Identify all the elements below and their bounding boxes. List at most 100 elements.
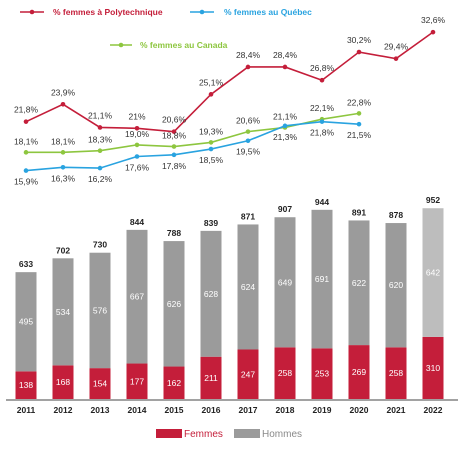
line-point-label: 22,8% xyxy=(347,97,372,107)
line-point xyxy=(171,144,177,149)
bar-femmes xyxy=(311,348,333,399)
line-point-label: 19,5% xyxy=(236,147,261,157)
bar-total-label: 944 xyxy=(315,197,329,207)
bar-femmes-label: 310 xyxy=(426,363,440,373)
line-point-label: 28,4% xyxy=(236,50,261,60)
line-point-label: 28,4% xyxy=(273,50,298,60)
x-tick-label: 2015 xyxy=(165,405,184,415)
line-0 xyxy=(25,31,434,133)
bar-hommes xyxy=(274,217,296,348)
bar-femmes-label: 177 xyxy=(130,376,144,386)
line-point-label: 18,8% xyxy=(162,131,187,141)
line-point xyxy=(97,165,103,171)
line-point-label: 16,3% xyxy=(51,173,76,183)
line-point-label: 17,6% xyxy=(125,162,150,172)
bar-total-label: 844 xyxy=(130,217,144,227)
line-point xyxy=(282,123,288,129)
line-point-label: 21,3% xyxy=(273,132,298,142)
x-tick-label: 2013 xyxy=(91,405,110,415)
bar-hommes-label: 628 xyxy=(204,289,218,299)
bar-femmes-label: 211 xyxy=(204,373,218,383)
line-point-label: 21,1% xyxy=(88,110,113,120)
line-point xyxy=(60,150,66,155)
bar-hommes-label: 691 xyxy=(315,274,329,284)
bar-hommes xyxy=(422,208,444,337)
bar-hommes xyxy=(237,224,259,350)
bar-hommes-label: 649 xyxy=(278,277,292,287)
bar-hommes xyxy=(200,230,222,357)
line-point-label: 18,1% xyxy=(51,136,76,146)
bar-total-label: 907 xyxy=(278,204,292,214)
x-tick-label: 2016 xyxy=(202,405,221,415)
line-point-label: 23,9% xyxy=(51,87,76,97)
line-point xyxy=(208,140,214,145)
line-point xyxy=(23,150,29,155)
bar-hommes-label: 620 xyxy=(389,280,403,290)
x-tick-label: 2018 xyxy=(276,405,295,415)
bar-total-label: 788 xyxy=(167,228,181,238)
line-point xyxy=(23,168,29,173)
bar-total-label: 839 xyxy=(204,218,218,228)
x-tick-label: 2022 xyxy=(424,405,443,415)
line-point xyxy=(97,148,103,153)
legend-label: % femmes au Canada xyxy=(140,40,228,50)
line-point-label: 21,1% xyxy=(273,111,298,121)
x-tick-label: 2011 xyxy=(17,405,36,415)
line-point-label: 18,3% xyxy=(88,135,113,145)
line-point-label: 21,5% xyxy=(347,130,372,140)
x-tick-label: 2019 xyxy=(313,405,332,415)
bar-hommes-label: 624 xyxy=(241,282,255,292)
bar-hommes-label: 622 xyxy=(352,278,366,288)
line-point-label: 32,6% xyxy=(421,15,446,25)
legend-label: % femmes au Québec xyxy=(224,7,312,17)
bar-total-label: 730 xyxy=(93,240,107,250)
bar-femmes xyxy=(89,368,111,399)
line-point-label: 20,6% xyxy=(162,115,187,125)
line-point-label: 16,2% xyxy=(88,174,113,184)
legend-swatch-hommes xyxy=(234,429,260,438)
bar-femmes xyxy=(274,347,296,399)
bar-hommes-label: 495 xyxy=(19,317,33,327)
bar-femmes xyxy=(200,356,222,399)
line-point-label: 18,5% xyxy=(199,155,224,165)
line-point xyxy=(356,111,362,116)
bar-hommes xyxy=(126,229,148,364)
line-point-label: 15,9% xyxy=(14,177,39,187)
legend-label: % femmes à Polytechnique xyxy=(53,7,163,17)
x-tick-label: 2014 xyxy=(128,405,147,415)
bar-total-label: 871 xyxy=(241,211,255,221)
line-point xyxy=(23,119,29,124)
line-point-label: 25,1% xyxy=(199,77,224,87)
bar-hommes-label: 642 xyxy=(426,268,440,278)
line-point-label: 19,3% xyxy=(199,126,224,136)
x-tick-label: 2020 xyxy=(350,405,369,415)
line-point xyxy=(356,49,362,55)
line-point xyxy=(245,129,251,134)
bar-femmes-label: 138 xyxy=(19,380,33,390)
bar-femmes-label: 247 xyxy=(241,369,255,379)
bar-femmes xyxy=(15,371,37,399)
legend-swatch-femmes xyxy=(156,429,182,438)
line-point-label: 18,1% xyxy=(14,136,39,146)
bar-hommes xyxy=(163,241,185,367)
line-point xyxy=(282,64,288,70)
bar-femmes-label: 154 xyxy=(93,379,107,389)
bar-hommes-label: 626 xyxy=(167,299,181,309)
line-point xyxy=(134,142,140,148)
line-point xyxy=(393,56,399,61)
legend-label-femmes: Femmes xyxy=(184,429,223,440)
bar-total-label: 891 xyxy=(352,207,366,217)
line-point xyxy=(134,154,140,159)
line-point xyxy=(319,77,325,83)
bar-femmes xyxy=(422,336,444,399)
line-point xyxy=(245,64,251,70)
bar-total-label: 702 xyxy=(56,245,70,255)
line-point xyxy=(134,126,140,131)
line-point-label: 17,8% xyxy=(162,161,187,171)
bar-hommes xyxy=(348,220,370,346)
legend-marker xyxy=(29,9,35,15)
line-point xyxy=(208,92,214,97)
line-point-label: 22,1% xyxy=(310,103,335,113)
line-point-label: 30,2% xyxy=(347,35,372,45)
line-point-label: 21,8% xyxy=(14,105,39,115)
